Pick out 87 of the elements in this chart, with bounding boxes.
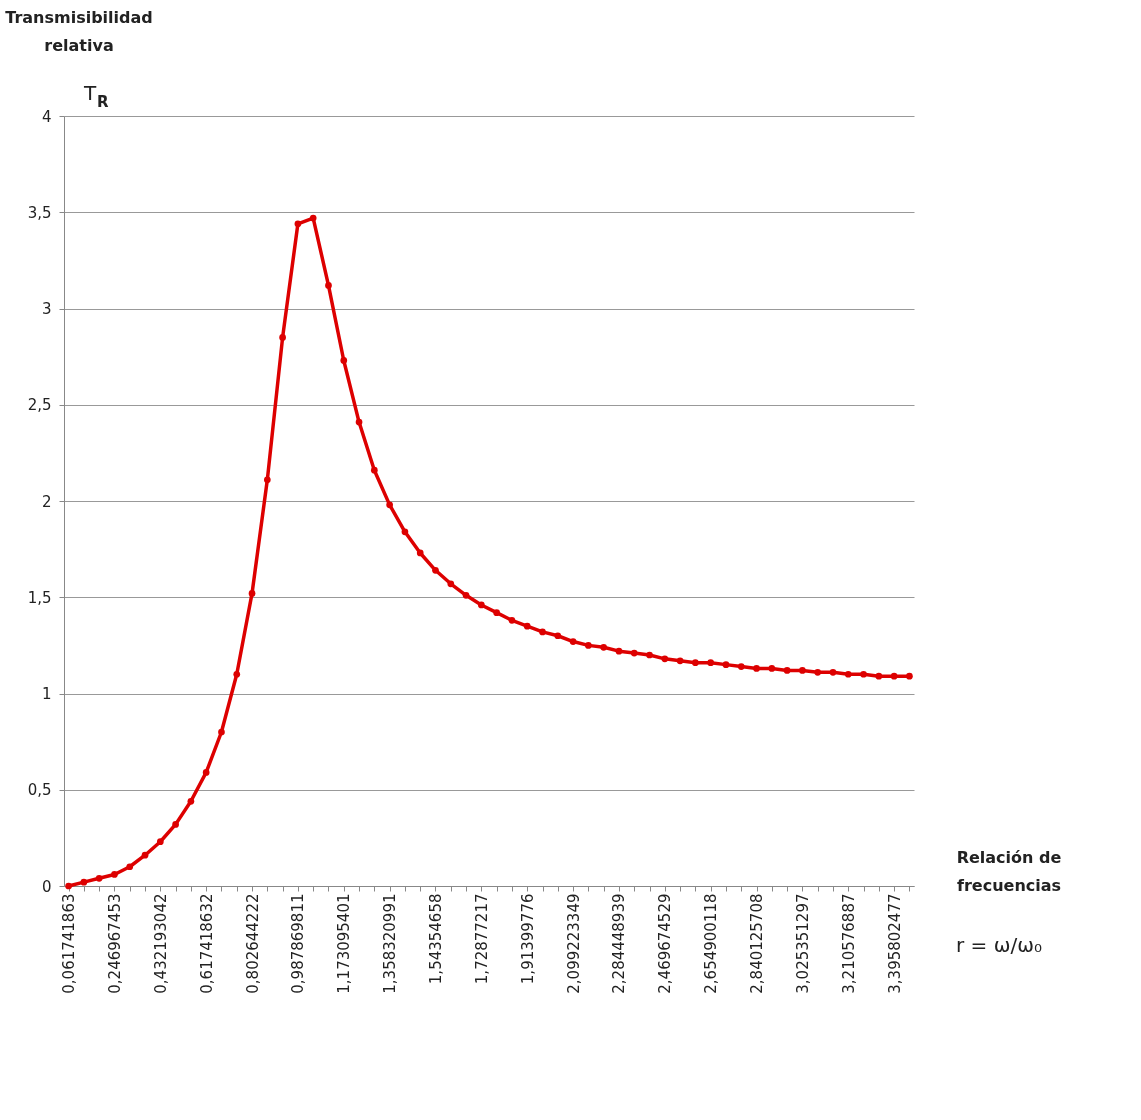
x-tick-label: 3,025351297 — [793, 893, 812, 994]
point — [416, 549, 424, 557]
x-tick-label: 2,654900118 — [702, 893, 721, 994]
point — [279, 334, 286, 341]
point — [80, 878, 88, 886]
chart-title: Transmisibilidad relativa — [5, 8, 153, 55]
point — [447, 580, 455, 588]
y-tick-label: 0,5 — [27, 781, 52, 800]
point — [65, 882, 72, 890]
point — [493, 609, 500, 616]
point — [172, 821, 179, 828]
point — [875, 672, 883, 680]
y-tick-label: 1 — [41, 685, 52, 703]
point — [722, 661, 730, 668]
point — [768, 665, 776, 672]
x-tick-label: 3,210576887 — [839, 893, 858, 994]
x-tick-label: 2,469674529 — [656, 893, 675, 994]
y-tick-label: 3 — [41, 300, 52, 318]
point — [386, 501, 393, 509]
point — [661, 655, 669, 663]
point — [585, 642, 592, 649]
point — [539, 628, 546, 636]
point — [844, 670, 852, 678]
point — [737, 663, 745, 670]
y-tick-label: 1,5 — [27, 588, 52, 607]
point — [753, 665, 760, 672]
point — [126, 863, 134, 871]
point — [141, 851, 149, 859]
point — [309, 214, 317, 222]
x-tick-label: 0,617418632 — [197, 893, 216, 994]
point — [523, 622, 531, 630]
point — [111, 871, 118, 878]
point — [906, 672, 913, 680]
point — [554, 632, 562, 640]
point — [707, 659, 715, 667]
point — [263, 476, 271, 484]
point — [630, 649, 638, 657]
point — [860, 670, 867, 678]
point — [799, 667, 806, 674]
point — [340, 357, 348, 364]
x-tick-label: 1,358320991 — [381, 893, 400, 994]
point — [294, 220, 302, 228]
y-tick-label: 2 — [41, 492, 52, 511]
point — [248, 590, 256, 597]
point — [370, 466, 378, 474]
point — [401, 528, 409, 536]
x-tick-label: 1,72877217 — [472, 893, 491, 985]
x-tick-label: 1,54354658 — [426, 893, 445, 985]
y-tick-label: 3,5 — [27, 203, 52, 222]
point — [600, 643, 608, 651]
point — [432, 566, 439, 574]
x-tick-label: 0,061741863 — [60, 893, 79, 994]
point — [187, 797, 195, 805]
x-tick-label: 2,840125708 — [748, 893, 767, 994]
point — [156, 838, 164, 846]
x-tick-label: 1,91399776 — [518, 893, 537, 985]
y-tick-label: 4 — [41, 107, 52, 126]
point — [615, 647, 623, 655]
x-tick-label: 1,173095401 — [335, 893, 354, 994]
point — [814, 668, 822, 676]
point — [478, 601, 485, 609]
y-tick-label: 0 — [41, 877, 52, 896]
x-tick-label: 2,284448939 — [610, 893, 629, 994]
point — [325, 282, 332, 289]
point — [890, 672, 898, 680]
x-tick-label: 2,099223349 — [564, 893, 583, 994]
x-tick-label: 0,432193042 — [151, 893, 170, 994]
point — [692, 659, 699, 667]
x-tick-label: 0,802644222 — [243, 893, 262, 994]
point — [462, 591, 470, 599]
point — [783, 667, 791, 674]
point — [569, 638, 577, 645]
text: r = ω/ω₀ — [956, 933, 1042, 957]
x-tick-label: 3,395802477 — [885, 893, 904, 994]
y-tick-label: 2,5 — [27, 396, 52, 415]
x-axis-title: Relación de frecuencias — [956, 848, 1062, 895]
point — [355, 418, 363, 426]
x-tick-label: 0,246967453 — [105, 893, 124, 994]
point — [233, 670, 241, 678]
point — [95, 874, 103, 882]
point — [218, 728, 225, 736]
point — [829, 668, 837, 676]
point — [646, 651, 653, 659]
x-tick-label: 0,987869811 — [289, 893, 308, 994]
point — [202, 769, 210, 776]
point — [508, 617, 516, 624]
point — [676, 657, 684, 665]
